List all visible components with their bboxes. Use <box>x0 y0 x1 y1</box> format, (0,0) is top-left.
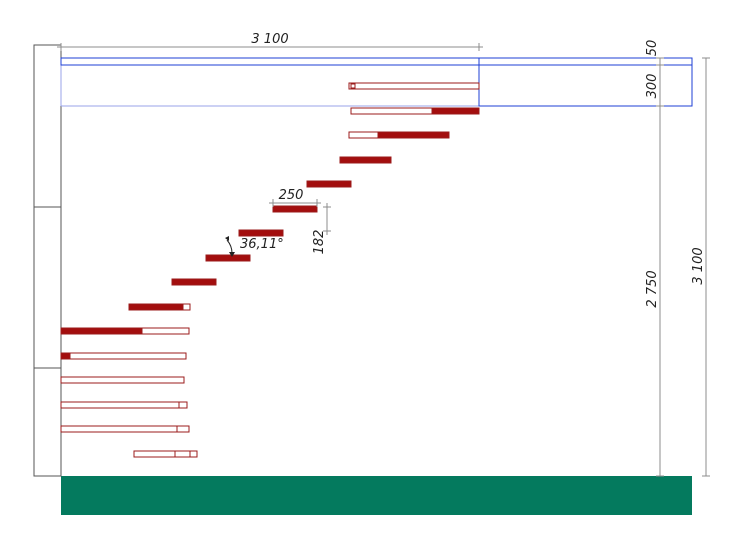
tread-solid <box>238 229 284 237</box>
stair-treads <box>60 82 480 458</box>
dim-slab-thickness-label: 300 <box>645 74 660 99</box>
slab-top-layer <box>60 57 693 66</box>
tread-solid <box>128 303 184 311</box>
angle-arc <box>226 239 233 254</box>
dim-tread <box>269 199 321 207</box>
dim-riser-label: 182 <box>312 230 327 255</box>
tread-outline <box>60 352 187 360</box>
dim-tread-label: 250 <box>279 188 304 203</box>
tread-solid <box>272 205 318 213</box>
ground-slab <box>61 476 692 515</box>
floor-slab <box>60 57 693 107</box>
dim-floor-height <box>656 57 664 477</box>
tread-solid <box>171 278 217 286</box>
dim-total-height-label: 3 100 <box>691 247 706 284</box>
tread-outline <box>133 450 198 458</box>
left-wall <box>33 44 62 477</box>
angle-arrowhead <box>225 236 229 241</box>
tread-outline <box>60 425 190 433</box>
tread-solid <box>205 254 251 262</box>
tread-outline <box>60 401 188 409</box>
tread-solid <box>377 131 450 139</box>
dim-total-width-label: 3 100 <box>251 32 288 47</box>
dim-total-height <box>702 57 710 477</box>
slab-section-box <box>478 57 693 107</box>
tread-solid <box>306 180 352 188</box>
dim-total-width <box>57 43 483 51</box>
tread-mark <box>350 83 356 89</box>
tread-outline <box>348 82 480 90</box>
dim-riser <box>323 203 331 235</box>
tread-solid <box>60 352 71 360</box>
dim-floor-height-label: 2 750 <box>645 270 660 307</box>
tread-outline <box>60 376 185 384</box>
stair-angle-label: 36,11° <box>240 237 284 252</box>
tread-solid <box>431 107 480 115</box>
angle-arrowhead <box>229 252 235 257</box>
wall-outline <box>33 44 62 477</box>
tread-solid <box>339 156 392 164</box>
tread-solid <box>60 327 143 335</box>
dim-slab-top-label: 50 <box>645 40 660 57</box>
